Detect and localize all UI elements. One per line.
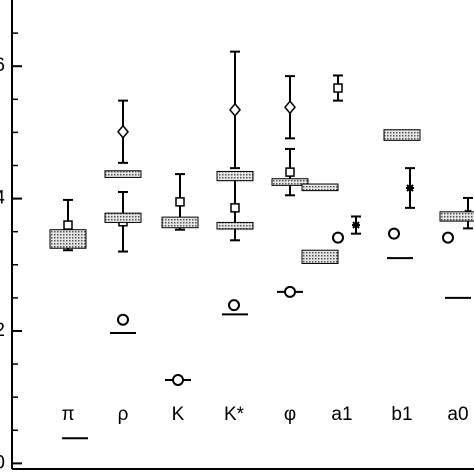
range-box — [49, 229, 87, 249]
y-tick-label: 6 — [0, 55, 5, 76]
range-box — [161, 216, 199, 229]
range-box — [216, 221, 254, 230]
range-box — [104, 212, 142, 223]
range-box — [439, 211, 474, 222]
square-marker — [175, 197, 185, 207]
range-box — [301, 183, 339, 192]
x-tick-label: b1 — [391, 404, 412, 425]
range-box — [271, 178, 309, 186]
circle-marker — [388, 227, 400, 240]
diamond-marker — [229, 102, 241, 118]
y-tick-label: 4 — [0, 188, 5, 209]
circle-marker — [172, 373, 184, 386]
square-marker — [285, 167, 295, 177]
x-tick-label: ρ — [118, 404, 129, 425]
y-tick-label: 0 — [0, 452, 5, 473]
star-marker — [406, 184, 414, 192]
range-box — [301, 249, 339, 264]
square-marker — [333, 83, 343, 93]
diamond-marker — [284, 100, 296, 115]
diamond-marker — [117, 124, 129, 139]
range-box — [104, 170, 142, 178]
y-tick-label: 2 — [0, 320, 5, 341]
x-tick-label: a0 — [447, 404, 468, 425]
square-marker — [230, 203, 240, 213]
circle-marker — [442, 231, 454, 244]
range-box — [216, 170, 254, 182]
circle-marker — [228, 299, 240, 312]
circle-marker — [117, 313, 129, 326]
x-tick-label: π — [61, 404, 74, 425]
circle-marker — [332, 231, 344, 244]
square-marker — [63, 220, 73, 230]
x-tick-label: φ — [284, 404, 296, 425]
circle-marker — [284, 285, 296, 298]
x-tick-label: K — [172, 404, 185, 425]
range-box — [383, 129, 421, 141]
x-tick-label: a1 — [331, 404, 352, 425]
star-marker — [352, 221, 360, 230]
x-tick-label: K* — [224, 404, 245, 425]
